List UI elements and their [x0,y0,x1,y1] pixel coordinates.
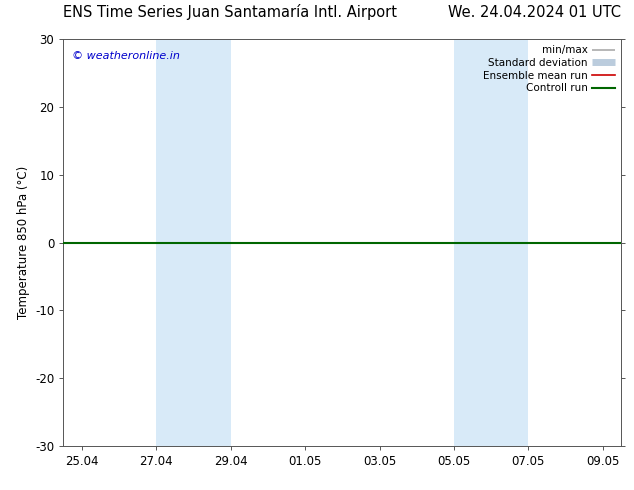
Bar [454,39,528,446]
Y-axis label: Temperature 850 hPa (°C): Temperature 850 hPa (°C) [16,166,30,319]
Text: We. 24.04.2024 01 UTC: We. 24.04.2024 01 UTC [448,4,621,20]
Legend: min/max, Standard deviation, Ensemble mean run, Controll run: min/max, Standard deviation, Ensemble me… [479,41,619,98]
Text: © weatheronline.in: © weatheronline.in [72,51,179,61]
Bar [157,39,231,446]
Text: ENS Time Series Juan Santamaría Intl. Airport: ENS Time Series Juan Santamaría Intl. Ai… [63,3,398,20]
